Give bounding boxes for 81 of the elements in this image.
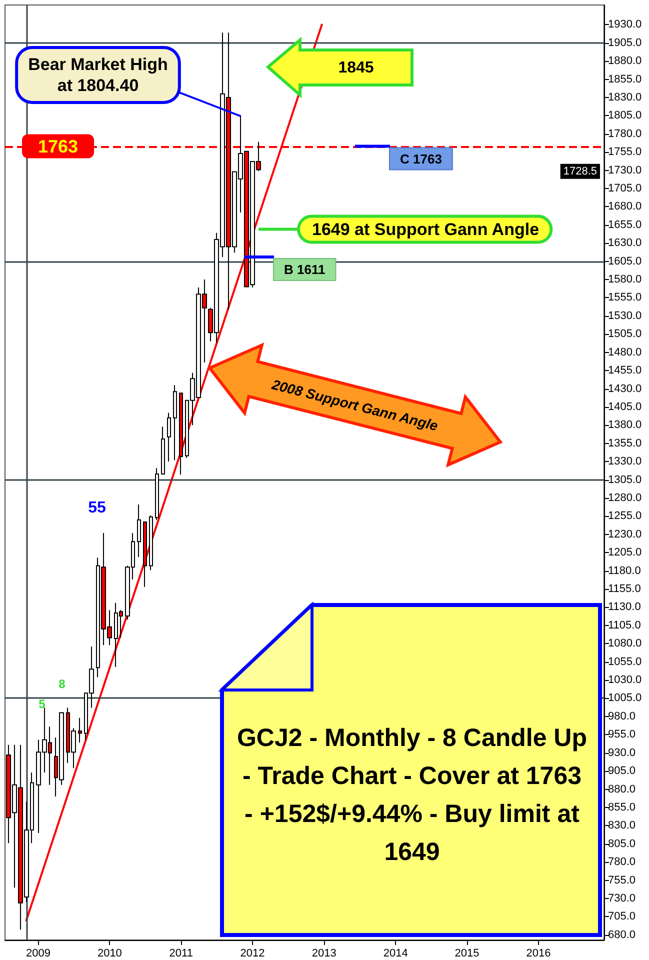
candlestick: [161, 426, 165, 476]
y-tick-label: 1055.0: [608, 656, 642, 668]
y-tick-label: 1005.0: [608, 692, 642, 704]
y-tick-label: 955.0: [608, 728, 636, 741]
y-tick-label: 680.0: [608, 928, 636, 941]
y-tick-label: 1630.0: [608, 237, 642, 250]
annotation: 55: [88, 500, 106, 516]
y-tick-label: 1805.0: [608, 110, 642, 122]
y-tick-label: 1155.0: [608, 583, 641, 596]
y-tick-label: 905.0: [608, 765, 636, 778]
y-tick-label: 1505.0: [608, 328, 642, 340]
y-tick-label: 1455.0: [608, 364, 642, 377]
y-tick-label: 1580.0: [608, 274, 642, 286]
x-tick-label: 2014: [383, 948, 408, 960]
x-tick-label: 2009: [26, 948, 51, 960]
annotation: Bear Market High at 1804.40: [28, 55, 168, 95]
y-tick-label: 1730.0: [608, 164, 642, 176]
y-tick-label: 830.0: [608, 820, 636, 832]
annotation: 2008 Support Gann Angle: [269, 376, 440, 434]
y-tick-label: 1755.0: [608, 146, 642, 158]
y-tick-label: 1030.0: [608, 674, 642, 686]
x-tick-label: 2010: [97, 948, 122, 960]
ref-line-label: 1763: [38, 136, 78, 156]
y-tick-label: 1180.0: [608, 564, 641, 577]
annotation: 1845: [338, 60, 374, 76]
candlestick: [149, 514, 153, 571]
y-tick-label: 1655.0: [608, 218, 642, 231]
y-tick-label: 1230.0: [608, 528, 642, 540]
candlestick: [78, 717, 82, 744]
y-tick-label: 1680.0: [608, 200, 642, 213]
annotation: 1649 at Support Gann Angle: [312, 220, 540, 239]
candlestick: [179, 392, 183, 476]
y-tick-label: 880.0: [608, 783, 636, 796]
y-tick-label: 1305.0: [608, 474, 642, 486]
y-tick-label: 1905.0: [608, 36, 642, 49]
y-tick-label: 1205.0: [608, 546, 642, 559]
y-tick-label: 1855.0: [608, 73, 642, 86]
y-tick-label: 855.0: [608, 801, 636, 814]
y-tick-label: 1480.0: [608, 346, 642, 358]
candlestick: [173, 384, 177, 461]
y-tick-label: 1880.0: [608, 55, 642, 68]
y-tick-label: 805.0: [608, 838, 636, 850]
y-tick-label: 1130.0: [608, 601, 641, 614]
y-tick-label: 1430.0: [608, 382, 642, 395]
y-tick-label: 1605.0: [608, 255, 642, 268]
annotation: C 1763: [400, 151, 442, 166]
double-arrow: 2008 Support Gann Angle: [207, 342, 503, 468]
y-tick-label: 1930.0: [608, 18, 642, 31]
y-tick-label: 1380.0: [608, 419, 642, 432]
y-tick-label: 1105.0: [608, 619, 641, 632]
x-tick-label: 2013: [312, 948, 336, 960]
y-tick-label: 980.0: [608, 710, 636, 722]
candlestick: [167, 412, 171, 462]
y-tick-label: 1255.0: [608, 510, 642, 522]
x-tick-label: 2015: [454, 948, 480, 960]
y-tick-label: 1780.0: [608, 128, 642, 140]
y-tick-label: 1830.0: [608, 91, 642, 104]
candlestick: [137, 504, 141, 558]
y-tick-label: 1405.0: [608, 400, 642, 413]
y-tick-label: 1355.0: [608, 437, 642, 450]
y-tick-label: 705.0: [608, 910, 636, 923]
candlestick: [143, 522, 147, 588]
y-tick-label: 1330.0: [608, 456, 642, 468]
y-tick-label: 730.0: [608, 892, 636, 904]
y-tick-label: 1705.0: [608, 182, 642, 195]
y-tick-label: 1530.0: [608, 310, 642, 322]
annotation: 1728.5: [563, 165, 597, 178]
x-tick-label: 2011: [169, 948, 193, 960]
annotation: 8: [58, 677, 66, 691]
y-tick-label: 1080.0: [608, 638, 642, 650]
y-tick-label: 755.0: [608, 874, 636, 886]
y-tick-label: 1280.0: [608, 492, 642, 504]
annotation: B 1611: [284, 262, 326, 277]
annotation: GCJ2 - Monthly - 8 Candle Up - Trade Chart - Cover at 1763 - +152$/+9.44% - Buy limit at 1649: [236, 723, 588, 868]
x-tick-label: 2016: [526, 948, 551, 960]
y-tick-label: 1555.0: [608, 292, 642, 304]
annotation: 5: [38, 697, 46, 711]
candlestick: [155, 468, 159, 520]
y-tick-label: 780.0: [608, 856, 636, 868]
y-tick-label: 930.0: [608, 746, 636, 759]
x-tick-label: 2012: [240, 948, 265, 960]
